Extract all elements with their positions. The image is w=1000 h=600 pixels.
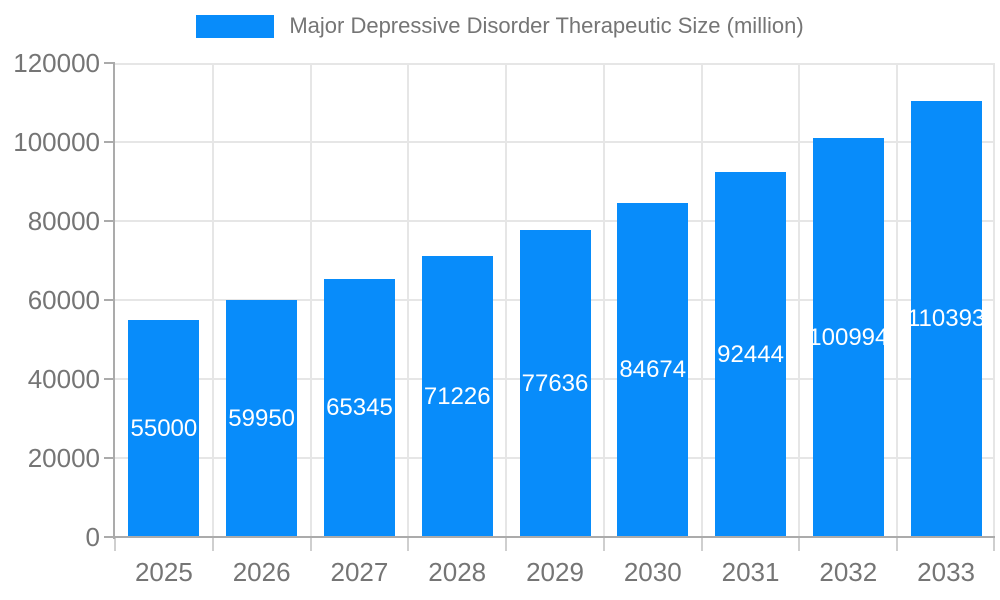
bar-value-label: 84674 xyxy=(619,356,687,383)
x-tick-label: 2031 xyxy=(721,557,780,587)
x-axis-tick xyxy=(114,538,116,551)
y-axis-tick xyxy=(104,378,115,380)
y-axis-tick xyxy=(104,299,115,301)
bar-2033[interactable]: 110393 xyxy=(907,101,985,537)
y-axis-tick xyxy=(104,220,115,222)
gridline-vertical xyxy=(407,63,410,537)
x-tick-label: 2028 xyxy=(428,557,487,587)
bar-value-label: 55000 xyxy=(130,414,198,442)
x-axis-tick xyxy=(993,538,995,551)
y-axis-tick xyxy=(104,62,115,64)
x-axis-tick xyxy=(896,538,899,551)
gridline-vertical xyxy=(700,63,703,537)
y-axis-tick xyxy=(104,141,115,143)
y-tick-label: 0 xyxy=(85,522,100,552)
bar-2030[interactable]: 84674 xyxy=(617,203,689,537)
x-axis-tick xyxy=(309,538,312,551)
x-tick-label: 2032 xyxy=(819,557,878,587)
x-tick-label: 2033 xyxy=(917,557,976,587)
y-axis-line xyxy=(113,63,115,539)
legend-item[interactable]: Major Depressive Disorder Therapeutic Si… xyxy=(196,13,804,39)
gridline-vertical xyxy=(993,63,995,537)
bar-2029[interactable]: 77636 xyxy=(519,230,591,537)
y-tick-label: 80000 xyxy=(27,206,100,236)
y-tick-label: 100000 xyxy=(13,127,100,157)
legend-series-label: Major Depressive Disorder Therapeutic Si… xyxy=(289,13,804,38)
bar-2028[interactable]: 71226 xyxy=(421,256,493,537)
legend-swatch xyxy=(196,14,275,38)
gridline-vertical xyxy=(896,63,899,537)
bar-value-label: 77636 xyxy=(521,369,589,397)
x-tick-label: 2025 xyxy=(134,557,193,587)
gridline-vertical xyxy=(505,63,508,537)
x-axis-tick xyxy=(602,538,605,551)
plot-area: 55000 59950 65345 71226 77636 84674 92444 10099… xyxy=(115,63,995,537)
bar-2031[interactable]: 92444 xyxy=(715,172,787,537)
x-axis-tick xyxy=(211,538,214,551)
gridline-horizontal xyxy=(115,141,995,143)
gridline-vertical xyxy=(798,63,801,537)
gridline-vertical xyxy=(309,63,312,537)
x-tick-label: 2027 xyxy=(330,557,389,587)
y-axis-tick xyxy=(104,536,115,538)
bar-2025[interactable]: 55000 xyxy=(128,320,200,537)
x-tick-label: 2029 xyxy=(526,557,584,587)
x-axis-line xyxy=(113,536,995,538)
bar-2026[interactable]: 59950 xyxy=(226,300,298,537)
gridline-vertical xyxy=(602,63,605,537)
y-tick-label: 20000 xyxy=(27,443,100,473)
x-tick-label: 2030 xyxy=(623,557,682,587)
x-axis-tick xyxy=(505,538,508,551)
y-tick-label: 120000 xyxy=(13,48,100,78)
bar-2027[interactable]: 65345 xyxy=(323,279,395,537)
bar-value-label: 100994 xyxy=(808,323,889,351)
gridline-vertical xyxy=(211,63,214,537)
bar-value-label: 92444 xyxy=(717,340,784,368)
legend: Major Depressive Disorder Therapeutic Si… xyxy=(0,13,1000,39)
y-tick-label: 40000 xyxy=(27,364,100,394)
bar-value-label: 59950 xyxy=(228,404,296,432)
x-axis-tick xyxy=(407,538,410,551)
x-tick-label: 2026 xyxy=(232,557,291,587)
gridline-horizontal xyxy=(115,220,995,222)
x-axis-tick xyxy=(700,538,703,551)
y-axis-tick xyxy=(104,457,115,459)
bar-value-label: 110393 xyxy=(906,305,986,332)
bar-value-label: 71226 xyxy=(423,382,491,410)
y-tick-label: 60000 xyxy=(27,285,100,315)
bar-value-label: 65345 xyxy=(326,394,393,421)
x-axis-tick xyxy=(798,538,801,551)
bar-2032[interactable]: 100994 xyxy=(808,138,888,537)
gridline-horizontal xyxy=(115,63,995,65)
